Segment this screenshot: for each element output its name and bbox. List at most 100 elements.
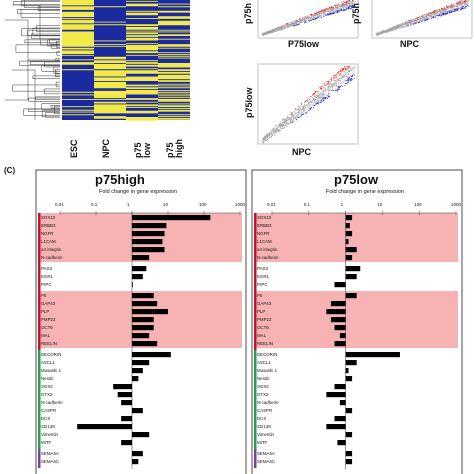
scatter-points-down bbox=[405, 4, 469, 28]
gene-label: CD133 bbox=[257, 423, 271, 429]
heatmap-cells bbox=[158, 3, 190, 120]
gene-label: EGR1 bbox=[257, 273, 269, 279]
tick-label: 1000 bbox=[235, 202, 246, 207]
gene-label: N-cadherin bbox=[41, 399, 63, 405]
scatter-b-ylabel: p75low bbox=[244, 87, 254, 118]
bar bbox=[132, 239, 163, 245]
gene-label: ERBB3 bbox=[41, 222, 56, 228]
heatmap-column-label-line2: high bbox=[174, 139, 184, 158]
group-color-bar bbox=[38, 291, 41, 350]
bar bbox=[132, 451, 143, 457]
gene-label: CD133 bbox=[41, 423, 55, 429]
bar bbox=[132, 317, 154, 323]
panel-c-letter: (C) bbox=[4, 166, 16, 175]
tick-label: 100 bbox=[414, 202, 422, 207]
gene-label: PMP22 bbox=[41, 316, 56, 322]
gene-label: ASCL1 bbox=[41, 359, 55, 365]
bar bbox=[117, 392, 132, 398]
gene-label: MAL bbox=[257, 332, 267, 338]
gene-label: SOX2 bbox=[257, 383, 269, 389]
scatter-points-up bbox=[286, 0, 353, 25]
group-color-bar bbox=[254, 449, 257, 468]
bar bbox=[132, 255, 150, 261]
gene-label: P0 bbox=[41, 292, 47, 298]
bar bbox=[121, 400, 132, 406]
heatmap-column bbox=[158, 3, 190, 120]
gene-label: SEMA6A bbox=[257, 450, 275, 456]
bar bbox=[132, 325, 154, 331]
bar bbox=[132, 223, 167, 229]
group-color-bar bbox=[38, 264, 41, 291]
scatter-plots bbox=[257, 0, 473, 145]
gene-label: SEMA6C bbox=[41, 458, 60, 464]
group-color-bar bbox=[38, 213, 41, 264]
bar bbox=[132, 247, 165, 253]
gene-label: GAP43 bbox=[257, 300, 272, 306]
gene-label: Musashi 1 bbox=[41, 367, 62, 373]
bar bbox=[132, 293, 154, 299]
gene-label: a4 integrin bbox=[41, 246, 62, 252]
dendrogram-branches bbox=[5, 0, 60, 120]
dendrogram bbox=[5, 0, 60, 120]
scatter-points-up bbox=[290, 65, 351, 114]
bar bbox=[334, 325, 346, 331]
heatmap-column bbox=[62, 0, 94, 116]
bar bbox=[345, 247, 357, 253]
bar bbox=[345, 451, 353, 457]
gene-label: SOX10 bbox=[257, 214, 272, 220]
scatter-diagonal bbox=[374, 0, 470, 36]
group-shading bbox=[256, 213, 458, 262]
p75low-panel bbox=[251, 169, 463, 474]
bar bbox=[339, 400, 346, 406]
gene-label: OCT6 bbox=[257, 324, 269, 330]
gene-label: L1CAM bbox=[41, 238, 56, 244]
bar bbox=[121, 440, 132, 446]
heatmap-column bbox=[94, 6, 126, 119]
bar bbox=[345, 459, 353, 465]
gene-label: GAP43 bbox=[41, 300, 56, 306]
gene-label: ASCL1 bbox=[257, 359, 271, 365]
scatter-b-xlabel: NPC bbox=[292, 147, 312, 157]
gene-label: SOX10 bbox=[41, 214, 56, 220]
gene-label: CASPR bbox=[41, 407, 57, 413]
bar bbox=[326, 392, 346, 398]
scatter-points-unchanged bbox=[376, 0, 469, 36]
gene-label: EGR1 bbox=[41, 273, 53, 279]
gene-label: OTX2 bbox=[41, 391, 53, 397]
tick-label: 10 bbox=[163, 202, 169, 207]
top-panels bbox=[5, 0, 473, 145]
gene-label: PMP22 bbox=[257, 316, 272, 322]
gene-label: L1CAM bbox=[257, 238, 272, 244]
gene-label: CASPR bbox=[257, 407, 273, 413]
gene-label: MITF bbox=[41, 439, 52, 445]
bar bbox=[326, 309, 346, 315]
gene-label: P0 bbox=[257, 292, 263, 298]
bar bbox=[132, 333, 150, 339]
gene-label: Nestin bbox=[257, 375, 270, 381]
heatmap-column bbox=[126, 0, 158, 121]
gene-label: REELIN bbox=[257, 340, 273, 346]
heatmap-column-label: p75 low bbox=[133, 142, 152, 158]
bar bbox=[345, 368, 349, 374]
bar bbox=[345, 352, 400, 358]
bar bbox=[132, 360, 150, 366]
bar bbox=[330, 317, 346, 323]
p75high-panel bbox=[35, 169, 247, 474]
bar bbox=[345, 360, 357, 366]
gene-label: PAX3 bbox=[41, 265, 52, 271]
bar bbox=[132, 352, 171, 358]
heatmap-cells bbox=[126, 0, 158, 121]
tick-label: 0.1 bbox=[303, 202, 311, 207]
heatmap-column-label: ESC bbox=[69, 139, 79, 158]
scatter-points-unchanged bbox=[262, 0, 355, 36]
bar bbox=[132, 301, 158, 307]
panel-frame bbox=[251, 169, 463, 474]
heatmap-column-label: NPC bbox=[101, 139, 111, 158]
bar-chart-panel bbox=[35, 169, 463, 474]
bar bbox=[345, 231, 353, 237]
tick-label: 100 bbox=[199, 202, 207, 207]
gene-label: N-cadherin bbox=[257, 254, 279, 260]
left-axis-caption: Fold change in gene expression bbox=[99, 189, 177, 195]
group-color-bar bbox=[38, 350, 41, 449]
